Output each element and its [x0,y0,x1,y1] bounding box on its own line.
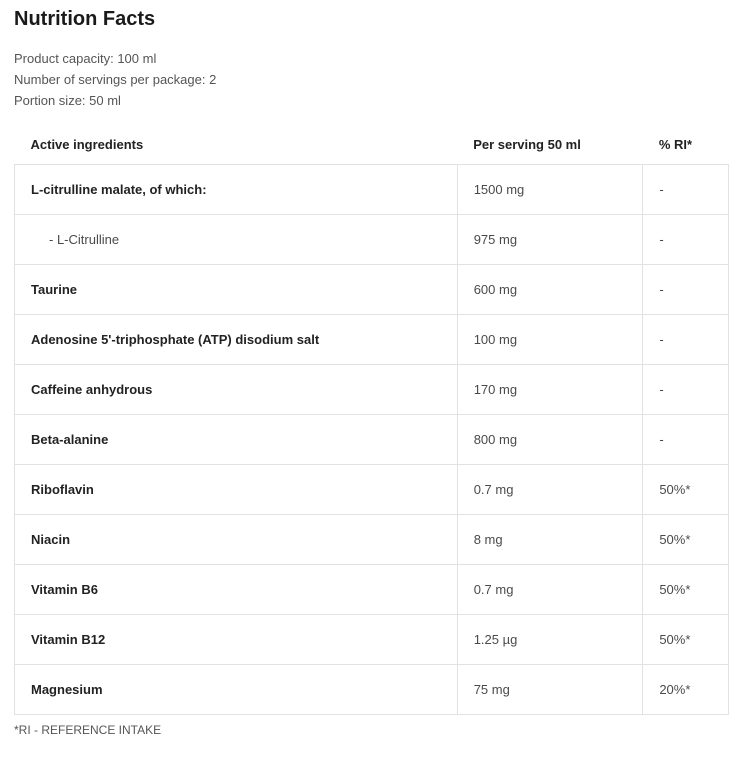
table-row: Caffeine anhydrous170 mg- [15,365,729,415]
table-row: Adenosine 5'-triphosphate (ATP) disodium… [15,315,729,365]
table-row: Vitamin B60.7 mg50%* [15,565,729,615]
cell-ingredient: Caffeine anhydrous [15,365,458,415]
meta-line-capacity: Product capacity: 100 ml [14,49,729,70]
cell-ri: 50%* [643,565,729,615]
cell-ri: - [643,165,729,215]
cell-ingredient: Adenosine 5'-triphosphate (ATP) disodium… [15,315,458,365]
cell-per-serving: 75 mg [457,665,643,715]
table-row: L-Citrulline975 mg- [15,215,729,265]
cell-ri: - [643,265,729,315]
meta-line-servings: Number of servings per package: 2 [14,70,729,91]
cell-per-serving: 975 mg [457,215,643,265]
page-title: Nutrition Facts [14,8,729,31]
cell-per-serving: 600 mg [457,265,643,315]
cell-ri: - [643,315,729,365]
cell-ri: 50%* [643,465,729,515]
cell-ingredient: Magnesium [15,665,458,715]
cell-per-serving: 100 mg [457,315,643,365]
cell-per-serving: 0.7 mg [457,465,643,515]
meta-line-portion: Portion size: 50 ml [14,91,729,112]
cell-ingredient: L-Citrulline [15,215,458,265]
table-row: L-citrulline malate, of which:1500 mg- [15,165,729,215]
meta-block: Product capacity: 100 ml Number of servi… [14,49,729,111]
cell-per-serving: 1.25 µg [457,615,643,665]
table-row: Taurine600 mg- [15,265,729,315]
table-row: Vitamin B121.25 µg50%* [15,615,729,665]
cell-ingredient: Vitamin B6 [15,565,458,615]
cell-ri: 50%* [643,615,729,665]
header-ingredient: Active ingredients [15,125,458,165]
cell-per-serving: 800 mg [457,415,643,465]
cell-ingredient: Beta-alanine [15,415,458,465]
cell-ri: - [643,415,729,465]
cell-ingredient: Niacin [15,515,458,565]
cell-per-serving: 0.7 mg [457,565,643,615]
cell-per-serving: 1500 mg [457,165,643,215]
cell-ingredient: L-citrulline malate, of which: [15,165,458,215]
cell-per-serving: 8 mg [457,515,643,565]
header-ri: % RI* [643,125,729,165]
cell-ri: 50%* [643,515,729,565]
cell-ingredient: Riboflavin [15,465,458,515]
table-row: Niacin8 mg50%* [15,515,729,565]
cell-ri: - [643,215,729,265]
cell-per-serving: 170 mg [457,365,643,415]
nutrition-table: Active ingredients Per serving 50 ml % R… [14,125,729,715]
table-row: Beta-alanine800 mg- [15,415,729,465]
cell-ingredient: Taurine [15,265,458,315]
cell-ri: 20%* [643,665,729,715]
cell-ri: - [643,365,729,415]
cell-ingredient: Vitamin B12 [15,615,458,665]
table-row: Magnesium75 mg20%* [15,665,729,715]
header-per-serving: Per serving 50 ml [457,125,643,165]
table-row: Riboflavin0.7 mg50%* [15,465,729,515]
footnote: *RI - REFERENCE INTAKE [14,723,729,737]
